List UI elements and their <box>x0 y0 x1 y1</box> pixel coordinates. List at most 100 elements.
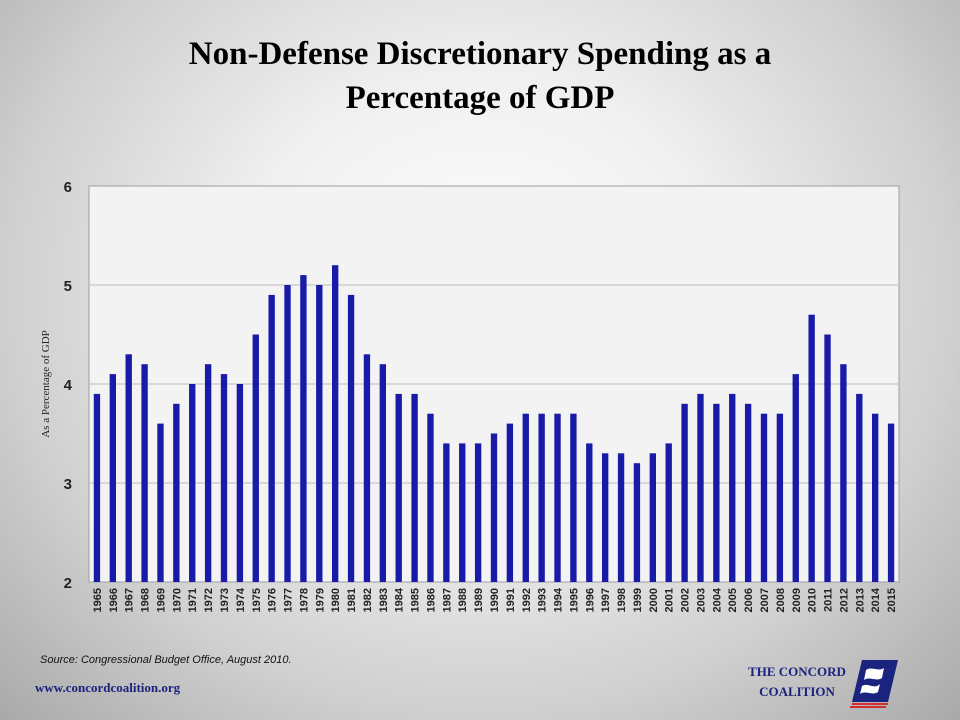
y-tick-label: 5 <box>64 278 72 295</box>
x-tick-label: 1985 <box>410 588 422 612</box>
bar-1978 <box>300 275 307 582</box>
bar-1987 <box>443 443 450 582</box>
x-tick-label: 1976 <box>267 588 279 612</box>
x-tick-label: 1974 <box>235 587 247 612</box>
x-tick-label: 2003 <box>695 588 707 612</box>
bar-2010 <box>808 314 815 582</box>
x-tick-label: 1970 <box>171 588 183 612</box>
bar-1981 <box>347 294 355 582</box>
x-tick-label: 1984 <box>394 587 406 612</box>
bar-1977 <box>284 285 291 582</box>
bar-2006 <box>744 403 752 582</box>
bar-1980 <box>332 265 339 582</box>
x-tick-label: 1993 <box>537 588 549 612</box>
bar-1976 <box>268 294 275 582</box>
y-tick-labels: 2 3 4 5 6 <box>64 179 73 592</box>
x-tick-label: 2008 <box>775 588 787 612</box>
bar-1984 <box>395 393 402 582</box>
bar-2004 <box>713 403 720 582</box>
x-tick-label: 2000 <box>648 588 660 612</box>
bar-1996 <box>586 443 593 582</box>
x-tick-label: 1981 <box>346 588 358 612</box>
bar-1965 <box>93 393 101 582</box>
bar-2015 <box>887 423 895 582</box>
x-tick-label: 2007 <box>759 588 771 612</box>
x-tick-label: 2005 <box>727 588 739 612</box>
logo-line-1: THE CONCORD <box>748 664 846 679</box>
bar-2005 <box>729 393 736 582</box>
bar-1998 <box>617 453 625 582</box>
x-tick-label: 1996 <box>584 588 596 612</box>
bar-1995 <box>570 413 577 582</box>
x-tick-label: 1975 <box>251 588 263 612</box>
x-tick-label: 2010 <box>807 588 819 612</box>
x-tick-label: 1969 <box>155 588 167 612</box>
bar-2013 <box>856 393 863 582</box>
website-link[interactable]: www.concordcoalition.org <box>35 680 181 695</box>
x-tick-label: 1988 <box>457 588 469 612</box>
y-tick-label: 3 <box>64 476 72 493</box>
bar-1983 <box>379 364 386 582</box>
x-tick-label: 1992 <box>521 588 533 612</box>
x-tick-label: 1978 <box>298 588 310 612</box>
x-tick-label: 2002 <box>680 588 692 612</box>
bar-1990 <box>490 433 498 582</box>
bar-2011 <box>824 334 831 582</box>
x-tick-label: 1979 <box>314 588 326 612</box>
x-tick-label: 1972 <box>203 588 215 612</box>
bar-1988 <box>459 443 466 582</box>
x-tick-label: 2012 <box>838 588 850 612</box>
y-tick-label: 2 <box>64 575 72 592</box>
bar-1971 <box>189 384 196 582</box>
x-tick-label: 2015 <box>886 588 898 612</box>
x-tick-label: 1982 <box>362 588 374 612</box>
x-tick-label: 1966 <box>108 588 120 612</box>
bar-1970 <box>173 403 180 582</box>
bar-2012 <box>840 364 847 582</box>
x-tick-label: 1977 <box>283 588 295 612</box>
bar-1992 <box>522 413 529 582</box>
bar-1985 <box>411 393 418 582</box>
x-tick-label: 2009 <box>791 588 803 612</box>
bar-2007 <box>760 413 768 582</box>
x-tick-label: 1990 <box>489 588 501 612</box>
bar-1999 <box>633 463 641 582</box>
x-tick-label: 2013 <box>854 588 866 612</box>
x-tick-label: 1967 <box>124 588 136 612</box>
x-tick-label: 1998 <box>616 588 628 612</box>
source-note: Source: Congressional Budget Office, Aug… <box>40 654 292 666</box>
bar-1975 <box>252 334 259 582</box>
y-tick-label: 6 <box>64 179 72 196</box>
bar-1974 <box>236 384 244 582</box>
x-tick-label: 2004 <box>711 587 723 612</box>
x-tick-label: 1989 <box>473 588 485 612</box>
chart-title: Non-Defense Discretionary Spending as a … <box>0 32 960 120</box>
bar-2002 <box>681 403 688 582</box>
bar-2014 <box>872 413 879 582</box>
x-tick-label: 1995 <box>568 588 580 612</box>
x-tick-label: 1973 <box>219 588 231 612</box>
bar-1967 <box>125 354 132 582</box>
x-tick-label: 1983 <box>378 588 390 612</box>
bar-1973 <box>220 374 228 582</box>
y-tick-label: 4 <box>64 377 73 394</box>
title-line-1: Non-Defense Discretionary Spending as a <box>188 36 772 72</box>
bar-1969 <box>157 423 164 582</box>
x-tick-label: 2014 <box>870 587 882 612</box>
x-tick-label: 1991 <box>505 588 517 612</box>
x-tick-label: 1965 <box>92 588 104 612</box>
bar-1986 <box>427 413 434 582</box>
bar-2003 <box>697 393 704 582</box>
logo-text: THE CONCORD COALITION <box>732 662 862 702</box>
bar-1982 <box>363 354 371 582</box>
x-tick-label: 1999 <box>632 588 644 612</box>
bar-2001 <box>665 443 672 582</box>
x-tick-label: 2001 <box>664 588 676 612</box>
x-tick-label: 1971 <box>187 588 199 612</box>
bar-2000 <box>649 453 656 582</box>
logo-line-2: COALITION <box>759 684 835 699</box>
bar-1972 <box>204 364 212 582</box>
y-axis-label: As a Percentage of GDP <box>40 330 52 438</box>
bar-2009 <box>792 374 799 582</box>
